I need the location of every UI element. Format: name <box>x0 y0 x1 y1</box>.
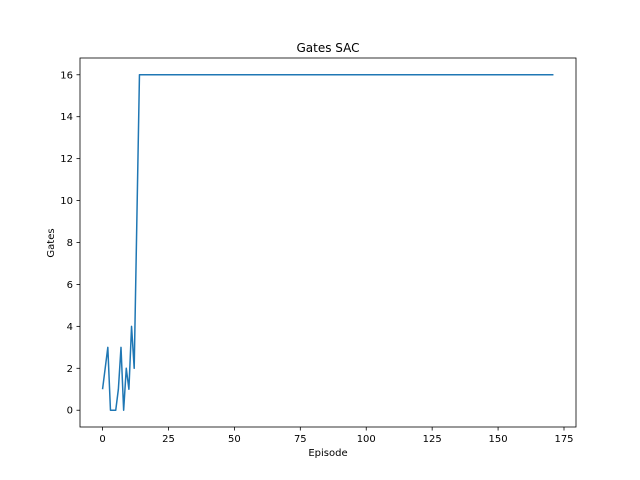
y-axis: 0 2 4 6 8 10 12 14 16 <box>60 70 80 417</box>
y-tick-label: 14 <box>60 112 73 123</box>
y-tick-label: 10 <box>60 196 73 207</box>
chart-title: Gates SAC <box>296 41 359 55</box>
y-axis-label: Gates <box>46 228 57 257</box>
series-line-0 <box>101 74 554 411</box>
x-tick-label: 150 <box>489 434 508 445</box>
x-tick-label: 50 <box>228 434 241 445</box>
x-tick-label: 175 <box>554 434 573 445</box>
x-axis: 0 25 50 75 100 125 150 175 <box>99 427 574 445</box>
y-tick-label: 8 <box>67 238 73 249</box>
y-tick-label: 0 <box>67 406 73 417</box>
x-tick-label: 100 <box>357 434 376 445</box>
y-tick-label: 2 <box>67 364 73 375</box>
x-tick-label: 75 <box>294 434 307 445</box>
x-tick-label: 125 <box>423 434 442 445</box>
x-axis-label: Episode <box>308 448 347 459</box>
x-tick-label: 25 <box>162 434 175 445</box>
y-tick-label: 4 <box>67 322 73 333</box>
y-tick-label: 12 <box>60 154 73 165</box>
x-tick-label: 0 <box>99 434 105 445</box>
y-tick-label: 6 <box>67 280 73 291</box>
y-tick-label: 16 <box>60 70 73 81</box>
